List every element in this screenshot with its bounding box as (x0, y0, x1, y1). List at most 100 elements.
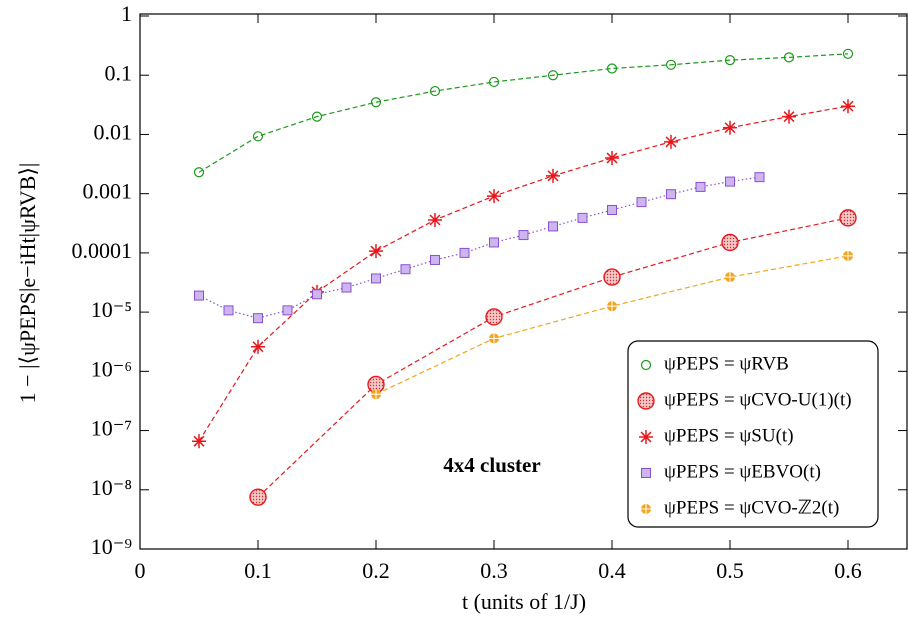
marker-shape (249, 488, 267, 506)
marker-shape (428, 212, 442, 227)
marker (841, 99, 855, 114)
series-line (198, 53, 849, 173)
marker-shape (639, 430, 653, 444)
marker-shape (429, 85, 441, 97)
marker (725, 272, 735, 283)
marker-shape (843, 250, 853, 261)
marker (783, 52, 795, 63)
marker-shape (577, 212, 588, 223)
marker (282, 305, 293, 316)
y-tick-label: 0.01 (94, 119, 133, 144)
marker (459, 247, 470, 258)
marker-shape (488, 76, 500, 88)
marker-shape (489, 333, 499, 344)
marker-shape (640, 359, 652, 371)
plot-frame (139, 13, 908, 550)
marker (665, 59, 677, 70)
marker-shape (641, 468, 651, 478)
legend-label: ψPEPS = ψCVO-U(1)(t) (664, 389, 852, 410)
y-tick-label: 10⁻⁷ (91, 416, 132, 441)
marker-shape (253, 313, 263, 324)
marker (636, 197, 647, 208)
marker-shape (252, 131, 264, 142)
marker (311, 111, 323, 122)
marker-shape (547, 70, 559, 81)
y-tick-label: 0.1 (105, 60, 133, 85)
marker (639, 430, 653, 444)
marker-shape (839, 209, 857, 227)
marker-shape (485, 308, 503, 326)
x-tick-label: 0.5 (716, 558, 744, 583)
marker-shape (606, 63, 618, 74)
marker-shape (369, 244, 383, 259)
marker (369, 244, 383, 259)
marker (252, 131, 264, 142)
marker (489, 237, 499, 248)
x-tick-label: 0.4 (598, 558, 626, 583)
marker-shape (605, 151, 619, 166)
marker (192, 434, 206, 449)
marker (723, 120, 737, 135)
y-tick-label: 0.001 (83, 179, 133, 204)
marker-shape (282, 305, 293, 316)
marker (577, 212, 588, 223)
marker (605, 151, 619, 166)
marker (607, 301, 617, 312)
marker (640, 359, 652, 371)
marker (695, 181, 706, 192)
marker (606, 63, 618, 74)
y-axis-label: 1 − |⟨ψPEPS|e−iHt|ψRVB⟩| (15, 163, 40, 404)
y-tick-label: 10⁻⁵ (91, 297, 132, 322)
series-line (198, 176, 760, 319)
marker-shape (723, 120, 737, 135)
marker (253, 313, 263, 324)
marker-shape (223, 305, 234, 316)
marker-shape (311, 111, 323, 122)
marker-shape (400, 264, 411, 275)
legend-label: ψPEPS = ψCVO-ℤ2(t) (664, 497, 839, 518)
y-tick-label: 10⁻⁹ (91, 534, 133, 559)
marker (664, 134, 678, 149)
marker-shape (783, 52, 795, 63)
marker (839, 209, 857, 227)
marker (637, 392, 655, 410)
marker (341, 282, 352, 293)
marker-shape (430, 254, 440, 265)
marker-shape (782, 109, 796, 124)
marker (371, 389, 381, 400)
marker-shape (724, 55, 736, 66)
marker (782, 109, 796, 124)
marker (603, 268, 621, 286)
marker (400, 264, 411, 275)
marker (370, 97, 382, 108)
marker (843, 250, 853, 261)
marker-shape (312, 289, 322, 300)
marker (548, 221, 558, 232)
y-tick-label: 1 (121, 1, 132, 26)
legend-box (627, 340, 879, 528)
y-tick-label: 10⁻⁶ (91, 356, 132, 381)
marker (489, 333, 499, 344)
marker-shape (666, 189, 676, 200)
marker (518, 230, 529, 241)
marker-shape (487, 189, 501, 204)
marker (251, 339, 265, 354)
x-tick-label: 0.1 (244, 558, 272, 583)
marker (487, 189, 501, 204)
marker-shape (665, 59, 677, 70)
marker (547, 70, 559, 81)
marker (721, 233, 739, 252)
marker-shape (251, 339, 265, 354)
marker (488, 76, 500, 88)
marker (607, 204, 617, 215)
marker-shape (607, 204, 617, 215)
marker-shape (842, 48, 854, 59)
y-tick-label: 0.0001 (72, 238, 133, 263)
marker-shape (603, 268, 621, 286)
marker (428, 212, 442, 227)
marker (312, 289, 322, 300)
marker-shape (695, 181, 706, 192)
marker-shape (607, 301, 617, 312)
marker (546, 168, 560, 183)
